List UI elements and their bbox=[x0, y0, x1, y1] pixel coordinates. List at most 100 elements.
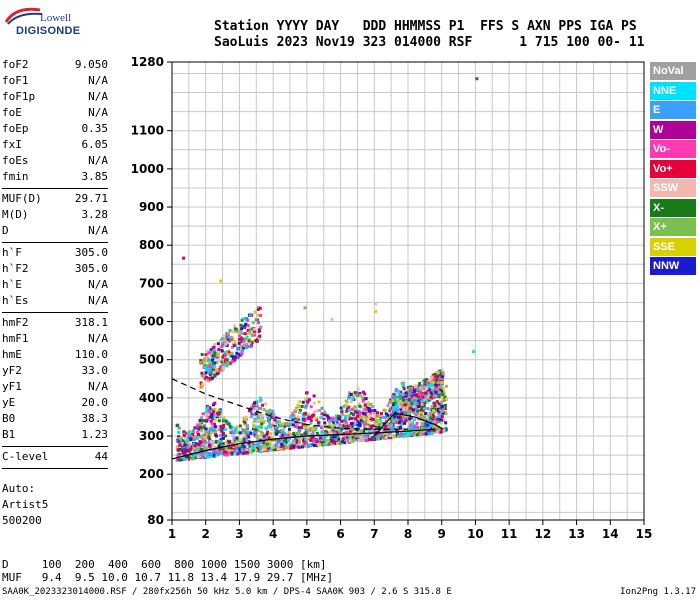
echo-point bbox=[429, 395, 433, 399]
echo-point bbox=[223, 453, 227, 457]
echo-point bbox=[391, 418, 395, 422]
echo-point bbox=[379, 415, 383, 419]
echo-point bbox=[394, 388, 398, 392]
echo-point bbox=[219, 279, 223, 283]
echo-point bbox=[323, 437, 327, 441]
legend-item-vo: Vo+ bbox=[650, 159, 696, 178]
echo-point bbox=[434, 375, 438, 379]
echo-point bbox=[321, 430, 325, 434]
echo-point bbox=[434, 416, 438, 420]
echo-point bbox=[220, 433, 224, 437]
echo-point bbox=[411, 386, 415, 390]
echo-point bbox=[300, 433, 304, 437]
echo-point bbox=[428, 390, 432, 394]
echo-point bbox=[277, 443, 281, 447]
echo-point bbox=[353, 406, 357, 410]
echo-point bbox=[440, 389, 444, 393]
echo-point bbox=[334, 438, 338, 442]
echo-point bbox=[339, 406, 343, 410]
echo-point bbox=[374, 423, 378, 427]
echo-point bbox=[209, 439, 213, 443]
param-label: h`F2 bbox=[2, 262, 29, 275]
echo-point bbox=[405, 403, 409, 407]
param-value: 33.0 bbox=[81, 364, 109, 377]
echo-point bbox=[409, 385, 413, 389]
echo-point bbox=[225, 352, 229, 356]
echo-point bbox=[238, 443, 242, 447]
echo-point bbox=[336, 423, 340, 427]
echo-point bbox=[400, 412, 404, 416]
param-row: foEs N/A bbox=[2, 154, 108, 170]
param-label: MUF(D) bbox=[2, 192, 42, 205]
echo-point bbox=[305, 400, 309, 404]
echo-point bbox=[430, 431, 434, 435]
echo-point bbox=[242, 339, 246, 343]
echo-point bbox=[438, 385, 442, 389]
echo-point bbox=[199, 361, 203, 365]
echo-point bbox=[230, 451, 234, 455]
echo-point bbox=[417, 386, 421, 390]
echo-point bbox=[213, 448, 217, 452]
echo-point bbox=[253, 310, 257, 314]
echo-point bbox=[258, 412, 262, 416]
echo-point bbox=[260, 444, 264, 448]
echo-point bbox=[218, 345, 222, 349]
echo-point bbox=[391, 394, 395, 398]
echo-point bbox=[406, 389, 410, 393]
param-value: 6.05 bbox=[81, 138, 109, 151]
echo-point bbox=[379, 431, 383, 435]
param-label: foF1p bbox=[2, 90, 36, 103]
echo-point bbox=[266, 430, 270, 434]
echo-point bbox=[411, 408, 415, 412]
echo-point bbox=[252, 327, 256, 331]
x-tick-label: 6 bbox=[336, 527, 344, 541]
echo-point bbox=[321, 414, 325, 418]
echo-point bbox=[440, 415, 444, 419]
echo-point bbox=[253, 401, 257, 405]
echo-point bbox=[195, 434, 199, 438]
echo-point bbox=[212, 454, 216, 458]
echo-point bbox=[312, 401, 316, 405]
echo-point bbox=[423, 379, 427, 383]
echo-point bbox=[385, 422, 389, 426]
lowell-digisonde-logo: Lowell DIGISONDE bbox=[4, 4, 80, 44]
param-row: h`F 305.0 bbox=[2, 246, 108, 262]
echo-point bbox=[407, 398, 411, 402]
echo-point bbox=[366, 402, 370, 406]
echo-point bbox=[304, 417, 308, 421]
echo-point bbox=[273, 444, 277, 448]
echo-point bbox=[432, 428, 436, 432]
echo-point bbox=[293, 424, 297, 428]
param-label: h`F bbox=[2, 246, 22, 259]
echo-point bbox=[248, 332, 252, 336]
echo-point bbox=[295, 419, 299, 423]
echo-point bbox=[240, 345, 244, 349]
echo-point bbox=[240, 327, 244, 331]
echo-point bbox=[402, 434, 406, 438]
echo-point bbox=[372, 414, 376, 418]
echo-point bbox=[185, 441, 189, 445]
echo-point bbox=[262, 440, 266, 444]
echo-point bbox=[311, 436, 315, 440]
echo-point bbox=[297, 438, 301, 442]
echo-point bbox=[208, 373, 212, 377]
echo-point bbox=[242, 447, 246, 451]
echo-point bbox=[186, 457, 190, 461]
echo-point bbox=[281, 433, 285, 437]
echo-point bbox=[427, 432, 431, 436]
param-row: fxI 6.05 bbox=[2, 138, 108, 154]
echo-point bbox=[215, 453, 219, 457]
echo-point bbox=[420, 402, 424, 406]
echo-point bbox=[382, 422, 386, 426]
echo-point bbox=[406, 428, 410, 432]
echo-point bbox=[417, 414, 421, 418]
echo-point bbox=[224, 362, 228, 366]
x-tick-label: 7 bbox=[370, 527, 378, 541]
echo-traces bbox=[175, 77, 479, 462]
x-tick-label: 2 bbox=[202, 527, 210, 541]
echo-point bbox=[204, 427, 208, 431]
echo-point bbox=[433, 407, 437, 411]
echo-point bbox=[292, 446, 296, 450]
legend-item-e: E bbox=[650, 101, 696, 119]
echo-point bbox=[233, 355, 237, 359]
